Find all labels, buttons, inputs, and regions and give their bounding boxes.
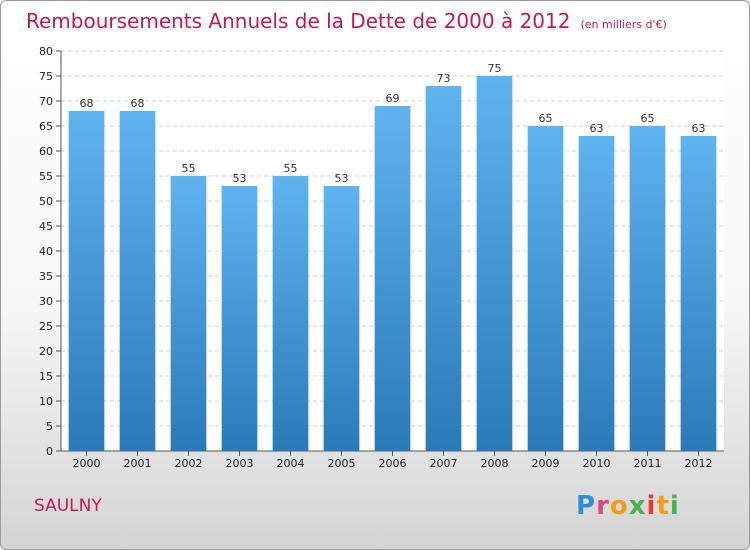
commune-name: SAULNY	[34, 496, 102, 516]
y-tick-label: 50	[39, 195, 53, 208]
bar-value-label: 53	[335, 172, 349, 185]
x-tick-label: 2004	[277, 457, 305, 470]
y-tick-label: 65	[39, 120, 53, 133]
bar	[170, 176, 207, 451]
bar-value-label: 65	[539, 112, 553, 125]
bar-value-label: 63	[590, 122, 604, 135]
x-tick-label: 2005	[328, 457, 356, 470]
y-tick-label: 55	[39, 170, 53, 183]
bar	[680, 136, 717, 451]
y-tick-label: 80	[39, 45, 53, 58]
bar	[476, 76, 513, 451]
y-tick-label: 40	[39, 245, 53, 258]
y-tick-label: 25	[39, 320, 53, 333]
bar	[119, 111, 156, 451]
bar-value-label: 63	[692, 122, 706, 135]
bar-value-label: 73	[437, 72, 451, 85]
x-tick-label: 2011	[634, 457, 662, 470]
bar-value-label: 68	[80, 97, 94, 110]
bar-value-label: 55	[182, 162, 196, 175]
x-tick-label: 2002	[175, 457, 203, 470]
x-tick-label: 2012	[685, 457, 713, 470]
chart-title: Remboursements Annuels de la Dette de 20…	[26, 9, 667, 33]
bar-value-label: 75	[488, 62, 502, 75]
bar	[629, 126, 666, 451]
x-tick-label: 2001	[124, 457, 152, 470]
y-tick-label: 30	[39, 295, 53, 308]
proxiti-logo: Proxiti	[576, 491, 680, 521]
x-tick-label: 2000	[73, 457, 101, 470]
bar	[68, 111, 105, 451]
bar-value-label: 69	[386, 92, 400, 105]
bar-value-label: 65	[641, 112, 655, 125]
y-tick-label: 35	[39, 270, 53, 283]
x-tick-label: 2003	[226, 457, 254, 470]
y-tick-label: 60	[39, 145, 53, 158]
bar-value-label: 68	[131, 97, 145, 110]
chart-unit-note: (en milliers d'€)	[580, 18, 667, 31]
bar	[272, 176, 309, 451]
x-tick-label: 2010	[583, 457, 611, 470]
y-tick-label: 75	[39, 70, 53, 83]
bar	[425, 86, 462, 451]
bar-value-label: 55	[284, 162, 298, 175]
x-tick-label: 2008	[481, 457, 509, 470]
y-tick-label: 0	[46, 445, 53, 458]
bar	[578, 136, 615, 451]
y-tick-label: 10	[39, 395, 53, 408]
x-tick-label: 2006	[379, 457, 407, 470]
bar	[374, 106, 411, 451]
y-tick-label: 45	[39, 220, 53, 233]
bar-value-label: 53	[233, 172, 247, 185]
y-tick-label: 15	[39, 370, 53, 383]
y-tick-label: 70	[39, 95, 53, 108]
y-tick-label: 5	[46, 420, 53, 433]
bar	[527, 126, 564, 451]
x-tick-label: 2009	[532, 457, 560, 470]
bar	[323, 186, 360, 451]
x-tick-label: 2007	[430, 457, 458, 470]
bar	[221, 186, 258, 451]
y-tick-label: 20	[39, 345, 53, 358]
chart-title-text: Remboursements Annuels de la Dette de 20…	[26, 9, 571, 33]
